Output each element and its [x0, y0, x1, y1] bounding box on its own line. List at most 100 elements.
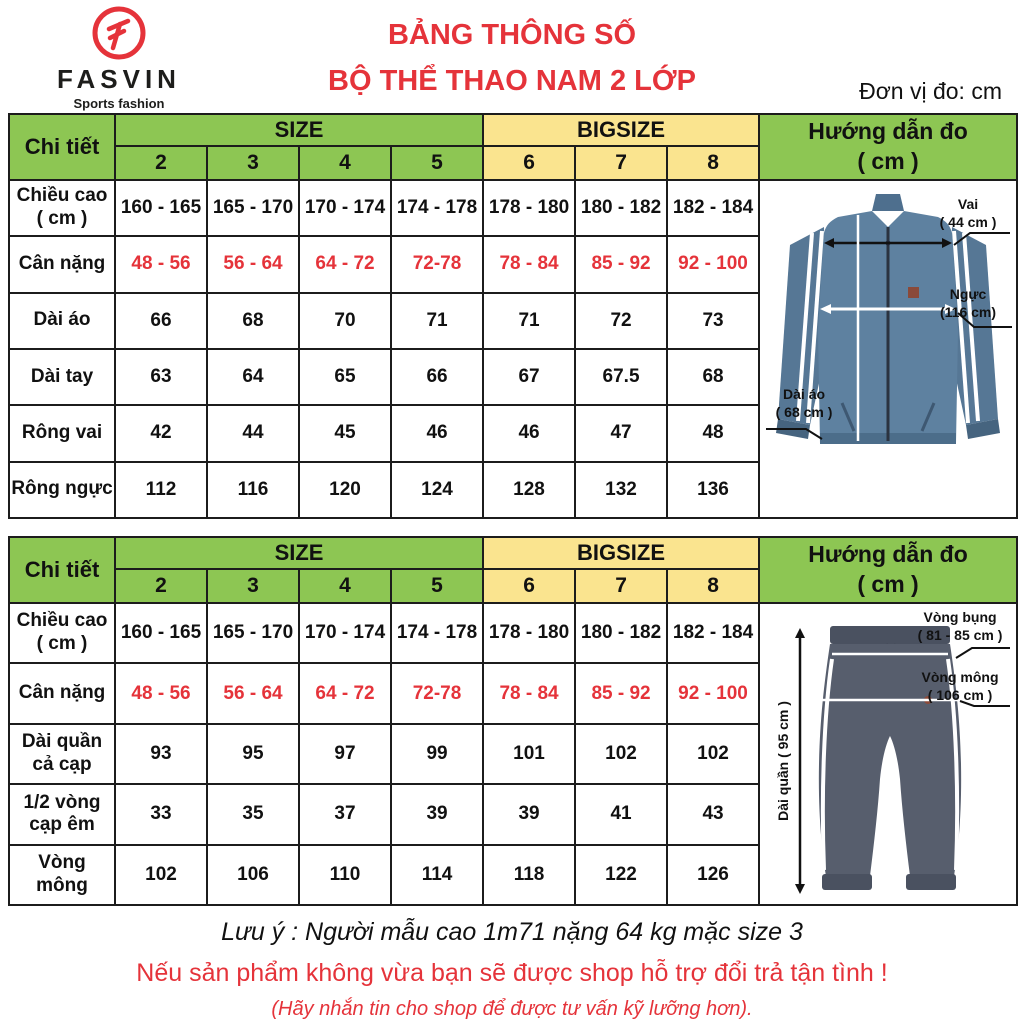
row-label: Dài áo [8, 291, 116, 350]
size-value-cell: 65 [298, 347, 392, 407]
measure-guide-header: Hướng dẫn đo ( cm ) [758, 113, 1019, 181]
size-col-8: 8 [666, 568, 761, 604]
jacket-measure-illustration: Vai ( 44 cm ) Ngực (116 cm) Dài áo ( 68 … [760, 181, 1014, 517]
size-value-cell: 178 - 180 [482, 178, 577, 238]
size-value-cell: 170 - 174 [298, 601, 392, 665]
size-value-cell: 73 [666, 291, 761, 350]
size-value-cell: 178 - 180 [482, 601, 577, 665]
size-number-row: 2 3 4 5 6 7 8 [9, 145, 1017, 181]
size-value-cell: 170 - 174 [298, 178, 392, 238]
row-label: Vòng mông [8, 843, 116, 907]
size-value-cell: 71 [482, 291, 577, 350]
size-value-cell: 165 - 170 [206, 178, 300, 238]
size-value-cell: 78 - 84 [482, 662, 577, 725]
size-col-4: 4 [298, 145, 392, 181]
size-value-cell: 66 [114, 291, 208, 350]
size-col-5: 5 [389, 145, 485, 181]
size-value-cell: 64 - 72 [298, 235, 392, 294]
model-note: Lưu ý : Người mẫu cao 1m71 nặng 64 kg mặ… [221, 918, 803, 946]
size-value-cell: 39 [389, 783, 485, 846]
size-value-cell: 182 - 184 [666, 178, 761, 238]
brand-tagline: Sports fashion [73, 96, 165, 111]
size-value-cell: 47 [574, 404, 669, 463]
pants-length-arrow [795, 628, 806, 894]
annotation-waist: Vòng bụng ( 81 - 85 cm ) [917, 609, 1003, 644]
size-value-cell: 118 [482, 843, 577, 907]
size-value-cell: 48 - 56 [114, 662, 208, 725]
size-value-cell: 182 - 184 [666, 601, 761, 665]
table-row: 1/2 vòng cạp êm 33 35 37 39 39 41 43 [8, 783, 1017, 846]
size-value-cell: 160 - 165 [114, 178, 208, 238]
table-row: Cân nặng 48 - 56 56 - 64 64 - 72 72-78 78 - 8… [8, 235, 1017, 294]
row-label: Dài quần cả cạp [8, 722, 116, 786]
size-value-cell: 39 [482, 783, 577, 846]
size-value-cell: 92 - 100 [666, 662, 761, 725]
size-col-7: 7 [574, 568, 669, 604]
size-value-cell: 174 - 178 [389, 601, 485, 665]
annotation-chest: Ngực (116 cm) [940, 286, 997, 321]
annotation-shoulder: Vai ( 44 cm ) [939, 196, 997, 231]
row-label: Cân nặng [8, 662, 116, 725]
size-value-cell: 102 [666, 722, 761, 786]
page-title-line1: BẢNG THÔNG SỐ [387, 19, 637, 51]
row-label: Chiều cao( cm ) [8, 178, 116, 238]
size-col-3: 3 [206, 568, 300, 604]
size-value-cell: 43 [666, 783, 761, 846]
size-col-2: 2 [114, 568, 208, 604]
size-value-cell: 42 [114, 404, 208, 463]
page-title-line2: BỘ THỂ THAO NAM 2 LỚP [328, 65, 696, 98]
footer-notes: Lưu ý : Người mẫu cao 1m71 nặng 64 kg mặ… [0, 918, 1024, 1021]
size-value-cell: 95 [206, 722, 300, 786]
size-value-cell: 110 [298, 843, 392, 907]
size-value-cell: 112 [114, 460, 208, 520]
pants-measure-illustration: Vòng bụng ( 81 - 85 cm ) Vòng mông ( 106… [760, 604, 1014, 904]
bigsize-header: BIGSIZE [482, 113, 761, 147]
size-value-cell: 116 [206, 460, 300, 520]
size-value-cell: 72 [574, 291, 669, 350]
size-value-cell: 35 [206, 783, 300, 846]
size-value-cell: 63 [114, 347, 208, 407]
shoulder-measure-arrow [824, 238, 953, 248]
size-value-cell: 48 [666, 404, 761, 463]
annotation-pants-length: Dài quần ( 95 cm ) [775, 701, 792, 821]
brand-logo: FASVIN Sports fashion [44, 4, 194, 111]
size-value-cell: 46 [482, 404, 577, 463]
size-col-6: 6 [482, 568, 577, 604]
size-col-3: 3 [206, 145, 300, 181]
size-value-cell: 41 [574, 783, 669, 846]
contact-note: (Hãy nhắn tin cho shop để được tư vấn kỹ… [271, 998, 753, 1020]
unit-note: Đơn vị đo: cm [859, 78, 1002, 104]
row-label: Cân nặng [8, 235, 116, 294]
size-value-cell: 106 [206, 843, 300, 907]
table-row: Chiều cao( cm ) 160 - 165 165 - 170 170 - 1… [8, 601, 1019, 906]
size-value-cell: 56 - 64 [206, 235, 300, 294]
bigsize-header: BIGSIZE [482, 536, 761, 570]
size-value-cell: 126 [666, 843, 761, 907]
size-value-cell: 72-78 [389, 662, 485, 725]
size-value-cell: 136 [666, 460, 761, 520]
size-number-row: 2 3 4 5 6 7 8 [9, 568, 1017, 604]
size-value-cell: 128 [482, 460, 577, 520]
size-value-cell: 174 - 178 [389, 178, 485, 238]
size-value-cell: 37 [298, 783, 392, 846]
chest-measure-arrow [820, 304, 957, 314]
measure-guide-header: Hướng dẫn đo ( cm ) [758, 536, 1019, 604]
size-value-cell: 68 [666, 347, 761, 407]
row-label: Chiều cao( cm ) [8, 601, 116, 665]
size-col-4: 4 [298, 568, 392, 604]
size-value-cell: 93 [114, 722, 208, 786]
row-label: Rông ngực [8, 460, 116, 520]
pants-size-table: Chi tiết SIZE BIGSIZE Hướng dẫn đo ( cm … [8, 536, 1019, 907]
row-label: Rông vai [8, 404, 116, 463]
size-value-cell: 114 [389, 843, 485, 907]
size-value-cell: 92 - 100 [666, 235, 761, 294]
table-row: Chiều cao( cm ) 160 - 165 165 - 170 170 - 1… [8, 178, 1019, 519]
size-col-6: 6 [482, 145, 577, 181]
annotation-jacket-length: Dài áo ( 68 cm ) [775, 386, 833, 421]
page-title: BẢNG THÔNG SỐ BỘ THỂ THAO NAM 2 LỚP [0, 12, 1024, 105]
size-value-cell: 101 [482, 722, 577, 786]
size-value-cell: 102 [574, 722, 669, 786]
size-value-cell: 120 [298, 460, 392, 520]
size-value-cell: 45 [298, 404, 392, 463]
size-header: SIZE [113, 113, 485, 147]
